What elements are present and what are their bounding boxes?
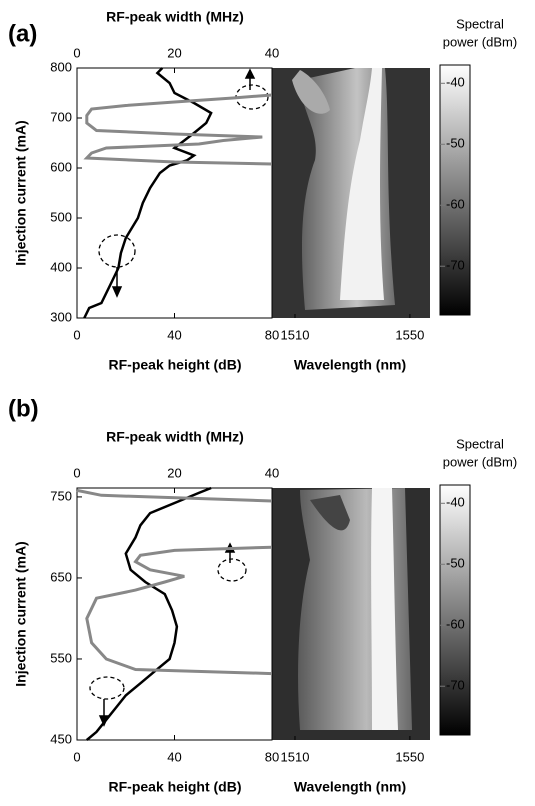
y-tick-label: 400 (50, 259, 72, 274)
y-tick-label: 300 (50, 309, 72, 324)
y-axis-title: Injection current (mA) (13, 120, 29, 265)
map-x-axis-title: Wavelength (nm) (294, 357, 406, 373)
y-tick-label: 650 (50, 569, 72, 584)
y-tick-label: 600 (50, 159, 72, 174)
colorbar-tick-label: -70 (446, 258, 465, 273)
x-axis-title: RF-peak height (dB) (109, 779, 242, 795)
y-axis-title: Injection current (mA) (13, 541, 29, 686)
x2-tick-label: 40 (265, 45, 279, 60)
y-tick-label: 750 (50, 488, 72, 503)
x-tick-label: 80 (265, 749, 279, 764)
map-x-tick-label: 1550 (395, 327, 424, 342)
colorbar-tick-label: -50 (446, 136, 465, 151)
colorbar-tick-label: -60 (446, 617, 465, 632)
x2-tick-label: 20 (167, 45, 181, 60)
data-line (83, 67, 213, 319)
y-tick-label: 550 (50, 650, 72, 665)
x-axis-title: RF-peak height (dB) (109, 357, 242, 373)
map-x-axis-title: Wavelength (nm) (294, 779, 406, 795)
map-x-tick-label: 1510 (281, 749, 310, 764)
map-x-tick-label: 1510 (281, 327, 310, 342)
data-line (76, 488, 273, 676)
x-tick-label: 40 (167, 327, 181, 342)
colorbar-title: power (dBm) (443, 34, 517, 49)
annotation (89, 84, 269, 700)
y-tick-label: 450 (50, 731, 72, 746)
colorbar (439, 64, 471, 316)
y-tick-label: 500 (50, 209, 72, 224)
x-tick-label: 0 (73, 327, 80, 342)
colorbar-tick-label: -40 (446, 495, 465, 510)
x2-tick-label: 0 (73, 45, 80, 60)
colorbar-title: power (dBm) (443, 454, 517, 469)
colorbar-tick-label: -40 (446, 75, 465, 90)
plot-frame (76, 67, 273, 319)
panel-label: (a) (8, 20, 37, 47)
colorbar-tick-label: -60 (446, 197, 465, 212)
x2-tick-label: 0 (73, 465, 80, 480)
map-x-tick-label: 1550 (395, 749, 424, 764)
data-line (83, 93, 273, 166)
colorbar-title: Spectral (456, 16, 504, 31)
colorbar-title: Spectral (456, 436, 504, 451)
x-tick-label: 0 (73, 749, 80, 764)
x2-axis-title: RF-peak width (MHz) (106, 9, 244, 25)
x2-tick-label: 20 (167, 465, 181, 480)
x2-axis-title: RF-peak width (MHz) (106, 429, 244, 445)
colorbar-tick-label: -50 (446, 556, 465, 571)
colorbar (439, 484, 471, 736)
colorbar-tick-label: -70 (446, 678, 465, 693)
y-tick-label: 800 (50, 59, 72, 74)
spectral-map (272, 68, 430, 318)
x-tick-label: 40 (167, 749, 181, 764)
spectral-map (272, 488, 430, 740)
x2-tick-label: 40 (265, 465, 279, 480)
panel-label: (b) (8, 395, 39, 422)
x-tick-label: 80 (265, 327, 279, 342)
plot-frame (76, 487, 273, 741)
data-line (85, 486, 212, 741)
y-tick-label: 700 (50, 109, 72, 124)
